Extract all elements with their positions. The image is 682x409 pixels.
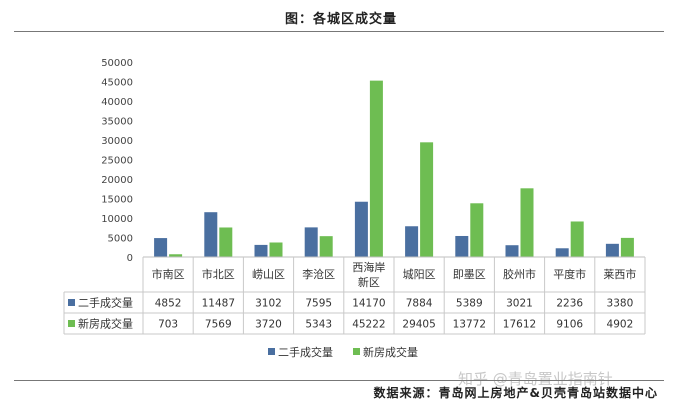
legend-key <box>68 320 75 327</box>
legend-key <box>353 348 360 355</box>
y-tick-label: 40000 <box>101 97 133 108</box>
data-label: 703 <box>158 319 178 331</box>
bar <box>369 80 383 257</box>
bar <box>154 238 168 257</box>
data-label: 4902 <box>607 319 634 331</box>
bar-chart: 0 5000 10000 15000 20000 25000 30000 35000 40000… <box>63 58 646 359</box>
legend-key <box>268 348 275 355</box>
bar <box>570 221 584 257</box>
series-label: 新房成交量 <box>78 317 133 331</box>
legend-label: 二手成交量 <box>278 345 333 359</box>
y-tick-label: 5000 <box>108 234 133 245</box>
bar <box>354 201 368 257</box>
data-label: 13772 <box>453 319 486 331</box>
bar <box>169 254 183 257</box>
data-label: 9106 <box>556 319 583 331</box>
category-label: 李沧区 <box>302 267 335 281</box>
y-tick-label: 45000 <box>101 78 133 89</box>
data-label: 7569 <box>205 319 232 331</box>
bar <box>520 188 534 257</box>
data-label: 3021 <box>506 298 533 310</box>
category-label: 城阳区 <box>403 268 436 281</box>
category-label: 崂山区 <box>252 268 285 281</box>
legend-label: 新房成交量 <box>363 345 418 359</box>
bar <box>505 245 519 257</box>
category-label: 莱西市 <box>603 267 636 281</box>
y-tick-label: 15000 <box>101 195 133 206</box>
data-label: 7884 <box>406 298 433 310</box>
y-tick-label: 10000 <box>101 214 133 225</box>
data-label: 5343 <box>305 319 332 331</box>
category-label: 市北区 <box>202 267 235 281</box>
bar <box>555 248 569 257</box>
category-label: 胶州市 <box>503 267 536 281</box>
bar <box>269 242 283 257</box>
y-tick-label: 35000 <box>101 117 133 128</box>
data-label: 45222 <box>352 319 385 331</box>
bar <box>204 212 218 257</box>
data-label: 5389 <box>456 298 483 310</box>
data-label: 3380 <box>607 298 634 310</box>
y-tick-label: 25000 <box>101 156 133 167</box>
category-label: 西海岸 <box>352 260 385 274</box>
category-label: 新区 <box>358 275 380 289</box>
data-label: 14170 <box>352 298 385 310</box>
data-label: 4852 <box>155 298 182 310</box>
data-label: 11487 <box>202 298 235 310</box>
data-label: 17612 <box>503 319 536 331</box>
category-label: 平度市 <box>553 267 586 281</box>
chart-title: 图：各城区成交量 <box>284 12 397 27</box>
bar <box>420 142 434 257</box>
series-label: 二手成交量 <box>78 296 133 310</box>
bar <box>219 227 233 257</box>
bar <box>620 237 634 257</box>
bar <box>319 236 333 257</box>
y-tick-label: 50000 <box>101 58 133 69</box>
y-tick-label: 20000 <box>101 175 133 186</box>
data-label: 7595 <box>305 298 332 310</box>
bar <box>455 235 469 257</box>
y-tick-label: 30000 <box>101 136 133 147</box>
bar <box>470 203 484 257</box>
category-label: 市南区 <box>152 267 185 281</box>
watermark: 知乎 @青岛置业指南针 <box>458 370 613 388</box>
data-label: 29405 <box>402 319 435 331</box>
data-label: 3720 <box>255 319 282 331</box>
title-divider <box>14 31 664 32</box>
legend-key <box>68 299 75 306</box>
data-source: 数据来源：青岛网上房地产&贝壳青岛站数据中心 <box>373 386 658 400</box>
category-label: 即墨区 <box>453 268 486 281</box>
footer-divider <box>14 380 664 381</box>
bar <box>254 244 268 257</box>
data-label: 3102 <box>255 298 282 310</box>
bar <box>605 243 619 257</box>
y-tick-label: 0 <box>127 253 133 264</box>
bar <box>304 227 318 257</box>
bar <box>405 226 419 257</box>
data-label: 2236 <box>556 298 583 310</box>
